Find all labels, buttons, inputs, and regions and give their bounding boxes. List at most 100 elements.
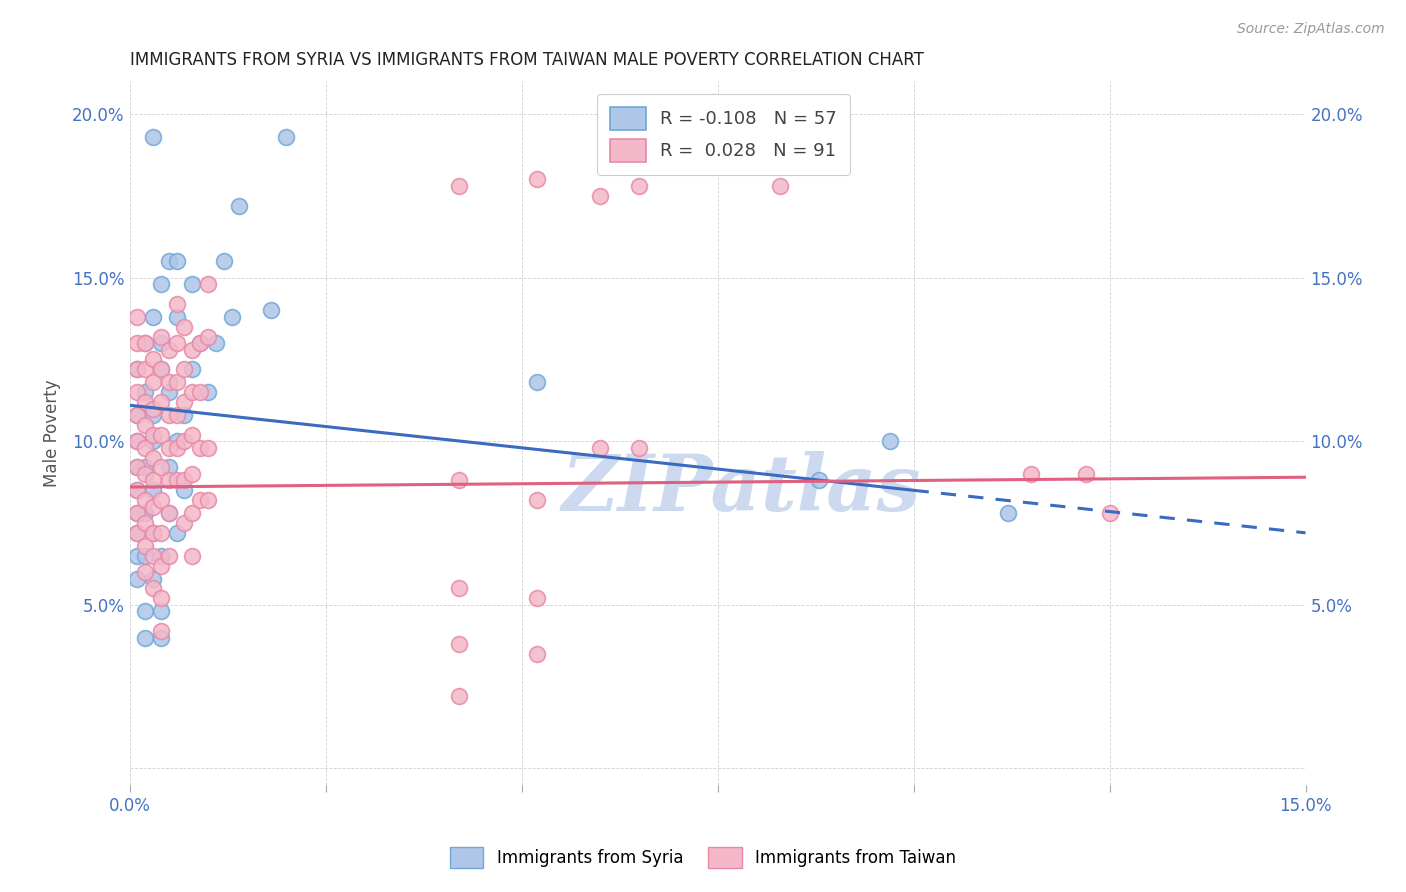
Point xyxy=(142,474,165,488)
Point xyxy=(173,395,195,409)
Point xyxy=(149,362,172,376)
Point xyxy=(1074,467,1097,481)
Point xyxy=(166,408,188,422)
Point xyxy=(1098,506,1121,520)
Point xyxy=(173,483,195,498)
Point xyxy=(181,467,204,481)
Point xyxy=(212,254,235,268)
Point xyxy=(181,427,204,442)
Point xyxy=(127,460,149,475)
Point xyxy=(134,417,156,432)
Point xyxy=(447,179,470,194)
Point xyxy=(188,441,211,455)
Point xyxy=(134,336,156,351)
Point xyxy=(142,427,165,442)
Point xyxy=(173,434,195,449)
Point xyxy=(149,604,172,618)
Point xyxy=(149,395,172,409)
Point xyxy=(173,474,195,488)
Point xyxy=(127,483,149,498)
Point xyxy=(166,376,188,390)
Point xyxy=(142,582,165,596)
Legend: R = -0.108   N = 57, R =  0.028   N = 91: R = -0.108 N = 57, R = 0.028 N = 91 xyxy=(598,94,849,175)
Point xyxy=(142,549,165,563)
Point xyxy=(526,591,548,606)
Point xyxy=(142,401,165,416)
Point xyxy=(142,408,165,422)
Point xyxy=(181,385,204,400)
Point xyxy=(997,506,1019,520)
Point xyxy=(181,549,204,563)
Point xyxy=(142,500,165,514)
Point xyxy=(149,277,172,292)
Point xyxy=(166,441,188,455)
Point xyxy=(447,474,470,488)
Point xyxy=(142,450,165,465)
Point xyxy=(769,179,792,194)
Point xyxy=(142,376,165,390)
Point xyxy=(134,549,156,563)
Point xyxy=(127,506,149,520)
Point xyxy=(526,376,548,390)
Point xyxy=(157,506,180,520)
Point xyxy=(127,434,149,449)
Point xyxy=(142,130,165,145)
Point xyxy=(628,179,651,194)
Point xyxy=(127,460,149,475)
Text: Source: ZipAtlas.com: Source: ZipAtlas.com xyxy=(1237,22,1385,37)
Point xyxy=(157,549,180,563)
Point xyxy=(127,408,149,422)
Point xyxy=(157,376,180,390)
Point xyxy=(134,395,156,409)
Point xyxy=(1019,467,1042,481)
Point xyxy=(526,493,548,508)
Point xyxy=(157,385,180,400)
Point xyxy=(447,690,470,704)
Point xyxy=(149,493,172,508)
Point xyxy=(134,336,156,351)
Point xyxy=(197,385,219,400)
Point xyxy=(149,336,172,351)
Point xyxy=(157,474,180,488)
Point xyxy=(188,385,211,400)
Point xyxy=(149,591,172,606)
Point xyxy=(157,506,180,520)
Point xyxy=(589,441,612,455)
Point xyxy=(134,467,156,481)
Point xyxy=(134,506,156,520)
Text: ZIPatlas: ZIPatlas xyxy=(561,451,921,527)
Point xyxy=(127,525,149,540)
Point xyxy=(127,362,149,376)
Point xyxy=(260,303,283,318)
Point xyxy=(205,336,228,351)
Point xyxy=(157,343,180,357)
Point xyxy=(447,637,470,651)
Point xyxy=(127,408,149,422)
Point xyxy=(188,336,211,351)
Point xyxy=(166,254,188,268)
Point xyxy=(142,434,165,449)
Point xyxy=(127,434,149,449)
Point xyxy=(166,474,188,488)
Point xyxy=(157,441,180,455)
Point xyxy=(149,329,172,343)
Point xyxy=(134,604,156,618)
Legend: Immigrants from Syria, Immigrants from Taiwan: Immigrants from Syria, Immigrants from T… xyxy=(443,840,963,875)
Point xyxy=(197,329,219,343)
Point xyxy=(149,427,172,442)
Point xyxy=(142,310,165,324)
Point xyxy=(127,483,149,498)
Point xyxy=(188,493,211,508)
Point xyxy=(628,441,651,455)
Y-axis label: Male Poverty: Male Poverty xyxy=(44,379,60,487)
Point xyxy=(166,310,188,324)
Point xyxy=(166,434,188,449)
Point xyxy=(166,297,188,311)
Point xyxy=(134,631,156,645)
Point xyxy=(127,572,149,586)
Point xyxy=(134,460,156,475)
Point xyxy=(157,254,180,268)
Point xyxy=(188,336,211,351)
Point xyxy=(142,483,165,498)
Point xyxy=(134,362,156,376)
